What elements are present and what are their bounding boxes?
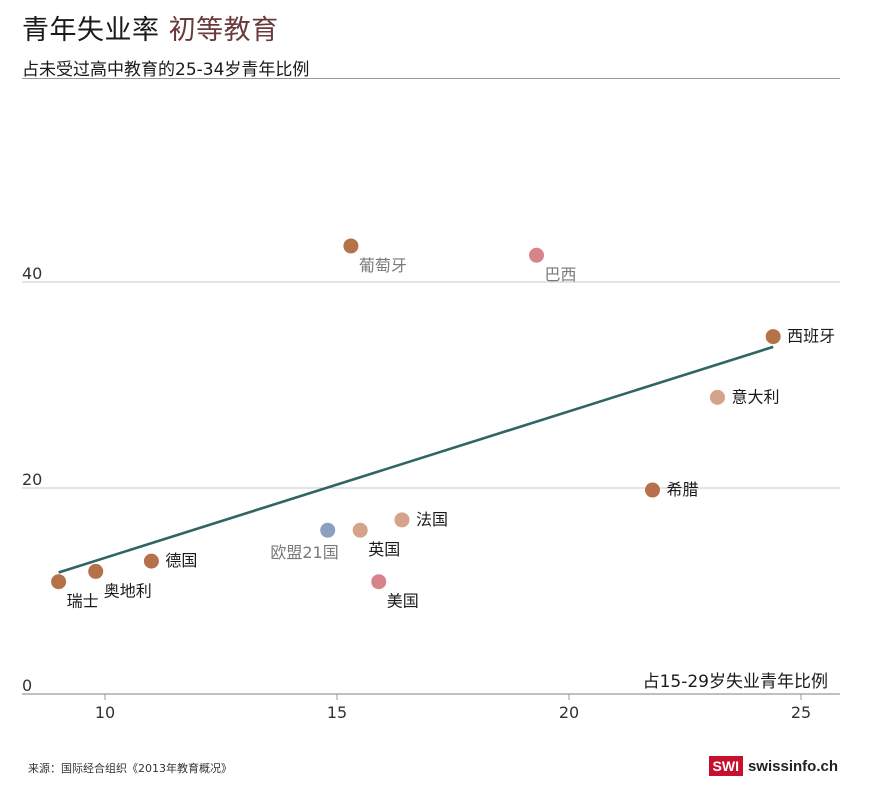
- brand-logo[interactable]: SWI swissinfo.ch: [708, 756, 838, 776]
- title-accent: 初等教育: [168, 15, 279, 46]
- data-label-8: 巴西: [545, 265, 577, 284]
- chart-title: 青年失业率 初等教育: [22, 8, 279, 47]
- y-tick-label-0: 0: [22, 676, 32, 695]
- x-axis-label: 占15-29岁失业青年比例: [643, 672, 828, 692]
- subtitle-divider: [22, 78, 840, 79]
- chart-subtitle: 占未受过高中教育的25-34岁青年比例: [22, 60, 310, 80]
- data-label-7: 葡萄牙: [359, 256, 407, 275]
- data-point-3: [320, 522, 336, 538]
- data-label-0: 瑞士: [67, 592, 99, 611]
- data-label-5: 法国: [416, 510, 448, 529]
- x-tick-label-10: 10: [95, 703, 115, 722]
- trendline: [58, 345, 774, 574]
- data-point-2: [143, 553, 159, 569]
- x-tick-label-15: 15: [327, 703, 347, 722]
- x-tick-label-25: 25: [791, 703, 811, 722]
- data-point-9: [765, 329, 781, 345]
- data-point-10: [709, 389, 725, 405]
- data-label-11: 希腊: [667, 480, 699, 499]
- data-point-5: [394, 512, 410, 528]
- title-main: 青年失业率: [22, 15, 160, 46]
- data-label-1: 奥地利: [104, 581, 152, 600]
- data-label-2: 德国: [165, 551, 197, 570]
- data-label-3: 欧盟21国: [270, 543, 338, 562]
- data-point-1: [88, 563, 104, 579]
- brand-box: SWI: [708, 756, 743, 776]
- data-point-8: [529, 247, 545, 263]
- data-label-9: 西班牙: [787, 327, 835, 346]
- data-label-10: 意大利: [731, 387, 779, 406]
- source-note: 来源：国际经合组织《2013年教育概况》: [28, 762, 232, 775]
- data-point-6: [371, 574, 387, 590]
- data-label-4: 英国: [368, 540, 400, 559]
- y-tick-label-40: 40: [22, 264, 42, 283]
- data-point-7: [343, 238, 359, 254]
- data-label-6: 美国: [387, 592, 419, 611]
- y-tick-label-20: 20: [22, 470, 42, 489]
- x-tick-label-20: 20: [559, 703, 579, 722]
- data-point-0: [51, 574, 67, 590]
- data-point-4: [352, 522, 368, 538]
- brand-text: swissinfo.ch: [747, 757, 838, 775]
- data-point-11: [645, 482, 661, 498]
